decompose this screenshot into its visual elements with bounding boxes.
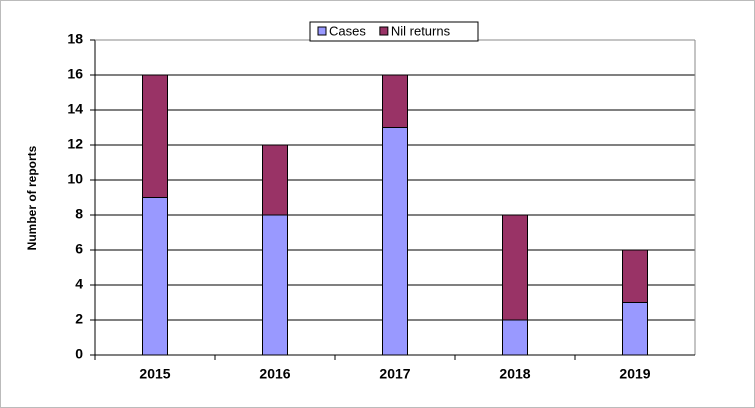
x-tick-label: 2016 [259, 366, 290, 382]
y-tick-label: 16 [67, 66, 83, 82]
bar-segment [622, 249, 648, 303]
legend-label: Cases [329, 23, 366, 38]
bar-segment [142, 74, 168, 198]
legend-swatch [379, 26, 389, 36]
y-tick-label: 2 [75, 311, 83, 327]
x-tick-label: 2018 [499, 366, 530, 382]
legend-label: Nil returns [391, 23, 451, 38]
bar-segment [502, 214, 528, 321]
y-tick-label: 12 [67, 136, 83, 152]
bar-segment [382, 127, 408, 356]
bar-segment [622, 302, 648, 356]
legend-box [309, 21, 479, 42]
bar-segment [142, 197, 168, 356]
y-tick-label: 14 [67, 101, 83, 117]
y-tick-label: 6 [75, 241, 83, 257]
y-axis-label: Number of reports [25, 145, 39, 250]
y-tick-label: 10 [67, 171, 83, 187]
x-tick-label: 2015 [139, 366, 170, 382]
bar-segment [382, 74, 408, 128]
x-tick-label: 2019 [619, 366, 650, 382]
y-tick-label: 0 [75, 346, 83, 362]
legend-swatch [317, 26, 327, 36]
x-tick-label: 2017 [379, 366, 410, 382]
y-tick-label: 18 [67, 31, 83, 47]
bar-segment [502, 319, 528, 356]
y-tick-label: 4 [75, 276, 83, 292]
bar-segment [262, 214, 288, 356]
bar-segment [262, 144, 288, 216]
y-tick-label: 8 [75, 206, 83, 222]
